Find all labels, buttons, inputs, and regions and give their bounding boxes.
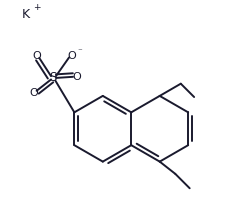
Text: S: S [50, 71, 57, 84]
Text: O: O [32, 51, 41, 61]
Text: O: O [72, 72, 81, 82]
Text: K: K [22, 8, 30, 21]
Text: O: O [68, 51, 76, 61]
Text: +: + [34, 3, 41, 12]
Text: ⁻: ⁻ [77, 47, 82, 56]
Text: O: O [29, 88, 38, 99]
